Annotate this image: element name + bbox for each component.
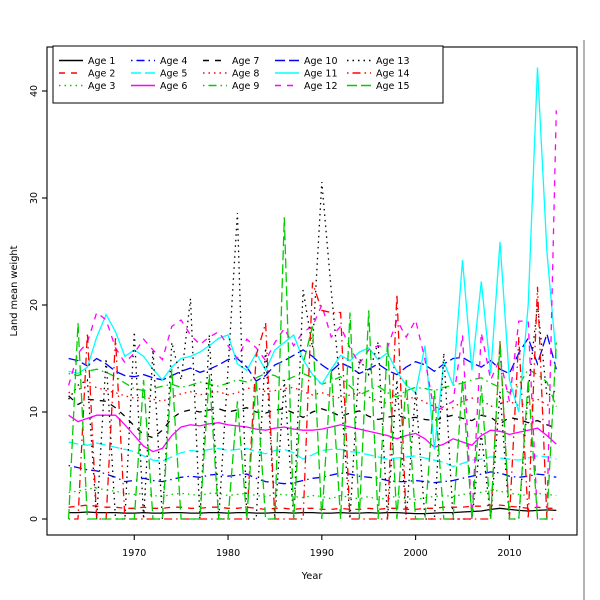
x-tick-label-1980: 1980 (216, 548, 240, 559)
legend-label: Age 14 (376, 69, 409, 80)
y-tick-label-10: 10 (29, 406, 40, 418)
legend-item-age-14: Age 14 (347, 69, 409, 80)
x-axis: 1970 1980 1990 2000 2010 (122, 535, 522, 559)
series-line-age-6 (68, 414, 557, 453)
series-line-age-7 (68, 395, 557, 439)
legend-label: Age 15 (376, 81, 409, 92)
legend-item-age-7: Age 7 (203, 56, 259, 67)
y-axis-title: Land mean weight (9, 245, 20, 336)
legend-label: Age 5 (160, 69, 187, 80)
series-line-age-8 (68, 385, 557, 411)
series-line-age-1 (68, 507, 557, 515)
legend-item-age-10: Age 10 (275, 56, 337, 67)
x-axis-title: Year (301, 571, 324, 582)
y-tick-label-20: 20 (29, 299, 40, 311)
series-lines (67, 67, 557, 520)
x-tick-label-2000: 2000 (404, 548, 428, 559)
legend-label: Age 1 (88, 56, 115, 67)
legend-item-age-12: Age 12 (275, 81, 337, 92)
legend-item-age-1: Age 1 (59, 56, 115, 67)
series-line-age-15 (67, 217, 557, 520)
x-tick-label-2010: 2010 (497, 548, 521, 559)
legend-label: Age 3 (88, 81, 115, 92)
legend-item-age-9: Age 9 (203, 81, 259, 92)
legend-box (52, 45, 444, 104)
legend-label: Age 11 (304, 69, 337, 80)
series-line-age-13 (68, 181, 557, 520)
legend-label: Age 4 (160, 56, 187, 67)
legend-item-age-4: Age 4 (131, 56, 187, 67)
legend-item-age-15: Age 15 (347, 81, 409, 92)
legend-item-age-5: Age 5 (131, 69, 187, 80)
legend-item-age-3: Age 3 (59, 81, 115, 92)
legend-label: Age 9 (232, 81, 259, 92)
legend-item-age-11: Age 11 (275, 69, 337, 80)
series-line-age-2 (68, 504, 557, 511)
y-axis: 0 10 20 30 40 (29, 85, 47, 522)
series-line-age-11 (68, 67, 557, 450)
series-line-age-14 (68, 282, 557, 520)
y-tick-label-30: 30 (29, 192, 40, 204)
x-tick-label-1990: 1990 (310, 548, 334, 559)
legend-label: Age 13 (376, 56, 409, 67)
plot-box (46, 46, 578, 536)
series-line-age-12 (67, 110, 557, 520)
legend-item-age-6: Age 6 (131, 81, 187, 92)
x-tick-label-1970: 1970 (122, 548, 146, 559)
series-line-age-4 (68, 464, 557, 485)
legend-label: Age 8 (232, 69, 259, 80)
y-tick-label-0: 0 (29, 516, 40, 522)
legend-label: Age 7 (232, 56, 259, 67)
legend-item-age-8: Age 8 (203, 69, 259, 80)
legend-label: Age 12 (304, 81, 337, 92)
legend-item-age-2: Age 2 (59, 69, 115, 80)
legend-label: Age 6 (160, 81, 187, 92)
series-line-age-5 (68, 441, 557, 468)
y-tick-label-40: 40 (29, 85, 40, 97)
series-line-age-10 (68, 331, 557, 382)
legend-label: Age 2 (88, 69, 115, 80)
legend-label: Age 10 (304, 56, 337, 67)
legend-item-age-13: Age 13 (347, 56, 409, 67)
series-line-age-9 (68, 368, 557, 407)
